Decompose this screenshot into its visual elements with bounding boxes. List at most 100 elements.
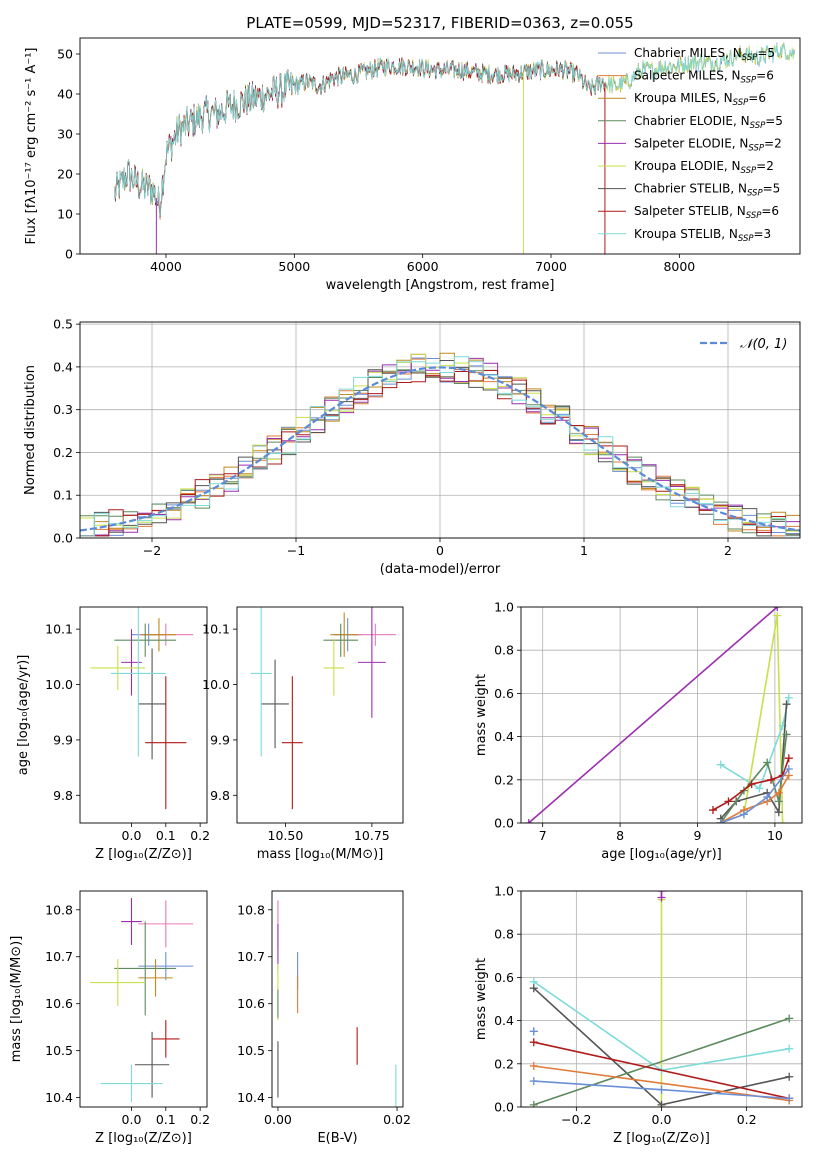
weight-marker	[724, 797, 733, 806]
x-tick-label: 0.2	[190, 1112, 210, 1127]
y-tick-label: 9.8	[210, 788, 230, 803]
weight-marker	[784, 693, 793, 702]
weight-series	[533, 1041, 790, 1100]
y-tick-label: 0.2	[494, 1056, 514, 1071]
weight-marker	[529, 1038, 538, 1047]
weight-marker	[763, 758, 772, 767]
x-tick-label: 0	[436, 543, 444, 558]
plot-area-weight_vs_Z	[529, 891, 794, 1107]
errorbar-point	[354, 623, 397, 646]
weight-marker	[529, 1027, 538, 1036]
legend-entry: Chabrier ELODIE, NSSP=5	[634, 114, 783, 131]
normal-curve	[80, 366, 800, 532]
x-axis-label: Z [log₁₀(Z/Z⊙)]	[95, 847, 192, 862]
y-tick-label: 0.3	[53, 402, 73, 417]
histogram-series	[80, 370, 800, 538]
y-axis-label: mass weight	[474, 958, 489, 1040]
x-tick-label: 10.75	[354, 828, 390, 843]
spectrum-series	[114, 57, 605, 218]
x-tick-label: 5000	[278, 259, 310, 274]
y-tick-label: 0.0	[53, 531, 73, 546]
y-tick-label: 10.7	[237, 949, 265, 964]
y-tick-label: 0	[65, 247, 73, 262]
y-tick-label: 0.0	[494, 1100, 514, 1115]
x-axis-label: mass [log₁₀(M/M⊙)]	[257, 847, 384, 862]
errorbar-point	[141, 618, 177, 652]
y-tick-label: 0.6	[494, 686, 514, 701]
y-tick-label: 10.8	[237, 902, 265, 917]
y-tick-label: 10.0	[202, 677, 230, 692]
errorbar-point	[138, 900, 194, 948]
errorbar-point	[110, 607, 166, 757]
weight-marker	[773, 607, 782, 611]
errorbar-point	[323, 623, 359, 657]
weight-marker	[785, 1094, 794, 1103]
spectrum-series	[114, 58, 605, 218]
weight-marker	[755, 784, 764, 793]
weight-marker	[529, 984, 538, 993]
weight-series	[528, 607, 778, 823]
x-tick-label: 8	[616, 828, 624, 843]
weight-marker	[785, 1014, 794, 1023]
weight-marker	[657, 891, 666, 895]
axes-frame	[79, 37, 801, 255]
plot-area-age_vs_Z	[90, 607, 194, 810]
y-tick-label: 0.4	[494, 1013, 514, 1028]
panel-weight_vs_Z: −0.2 0.0 0.2 0.0 0.2 0.4 0.6 0.8 1.0 Z [log₁₀(Z/Z…	[474, 884, 803, 1146]
errorbar-point	[100, 1064, 163, 1103]
weight-marker	[716, 760, 725, 769]
weight-marker	[657, 1100, 666, 1107]
y-tick-label: 0.6	[494, 970, 514, 985]
x-axis-label: age [log₁₀(age/yr)]	[601, 847, 722, 862]
x-tick-label: 6000	[407, 259, 439, 274]
y-tick-label: 50	[57, 47, 73, 62]
plot-area-spectrum	[114, 42, 795, 254]
x-tick-label: 0.2	[190, 828, 210, 843]
spectrum-series	[114, 57, 605, 218]
panel-age_vs_Z: 0.0 0.1 0.2 9.8 9.9 10.0 10.1 Z [log₁₀(Z/Z⊙)] ag…	[16, 606, 210, 862]
y-tick-label: 1.0	[494, 600, 514, 615]
weight-marker	[657, 1085, 666, 1094]
plot-area-residuals	[80, 352, 800, 538]
y-tick-label: 10.4	[45, 1090, 73, 1105]
errorbar-point	[145, 676, 187, 810]
axes-frame	[79, 890, 208, 1108]
y-tick-label: 0.1	[53, 488, 73, 503]
histogram-series	[80, 356, 800, 538]
plot-area-age_vs_mass	[250, 607, 397, 810]
legend-entry: Salpeter STELIB, NSSP=6	[634, 204, 779, 221]
errorbar-point	[261, 659, 289, 749]
y-tick-label: 0.2	[53, 445, 73, 460]
axes-frame	[520, 606, 803, 824]
x-axis-label: wavelength [Angstrom, rest frame]	[326, 278, 555, 293]
weight-marker	[782, 730, 791, 739]
panel-mass_vs_ebv: 0.00 0.02 10.4 10.5 10.6 10.7 10.8 E(B-V)	[237, 890, 411, 1146]
x-axis-label: E(B-V)	[317, 1131, 357, 1146]
x-tick-label: 0.0	[652, 1112, 672, 1127]
panel-mass_vs_Z: 0.0 0.1 0.2 10.4 10.5 10.6 10.7 10.8 Z [log₁₀(Z/…	[9, 890, 210, 1146]
x-tick-label: 0.1	[156, 1112, 176, 1127]
errorbar-point	[138, 648, 166, 760]
weight-marker	[782, 700, 791, 709]
axes-frame	[236, 606, 404, 824]
errorbar-point	[138, 952, 194, 981]
y-tick-label: 10.6	[237, 996, 265, 1011]
y-axis-label: Normed distribution	[23, 365, 38, 495]
weight-marker	[708, 806, 717, 815]
x-axis-label: (data-model)/error	[380, 562, 501, 577]
x-tick-label: 9	[694, 828, 702, 843]
weight-marker	[785, 1072, 794, 1081]
weight-marker	[774, 788, 783, 797]
y-tick-label: 10	[57, 207, 73, 222]
panel-spectrum: 4000 5000 6000 7000 8000 0 10 20 30 40 50 wavelengt…	[24, 14, 801, 293]
x-tick-label: 0.0	[122, 1112, 142, 1127]
x-tick-label: 0.00	[264, 1112, 292, 1127]
x-tick-label: 8000	[663, 259, 695, 274]
y-axis-label: mass [log₁₀(M/M⊙)]	[9, 936, 24, 1063]
weight-marker	[763, 793, 772, 802]
errorbar-point	[152, 1020, 180, 1058]
y-axis-label: Flux [fλ10⁻¹⁷ erg cm⁻² s⁻¹ A⁻¹]	[24, 48, 39, 245]
errorbar-point	[90, 645, 146, 691]
y-axis-label: age [log₁₀(age/yr)]	[16, 655, 31, 776]
